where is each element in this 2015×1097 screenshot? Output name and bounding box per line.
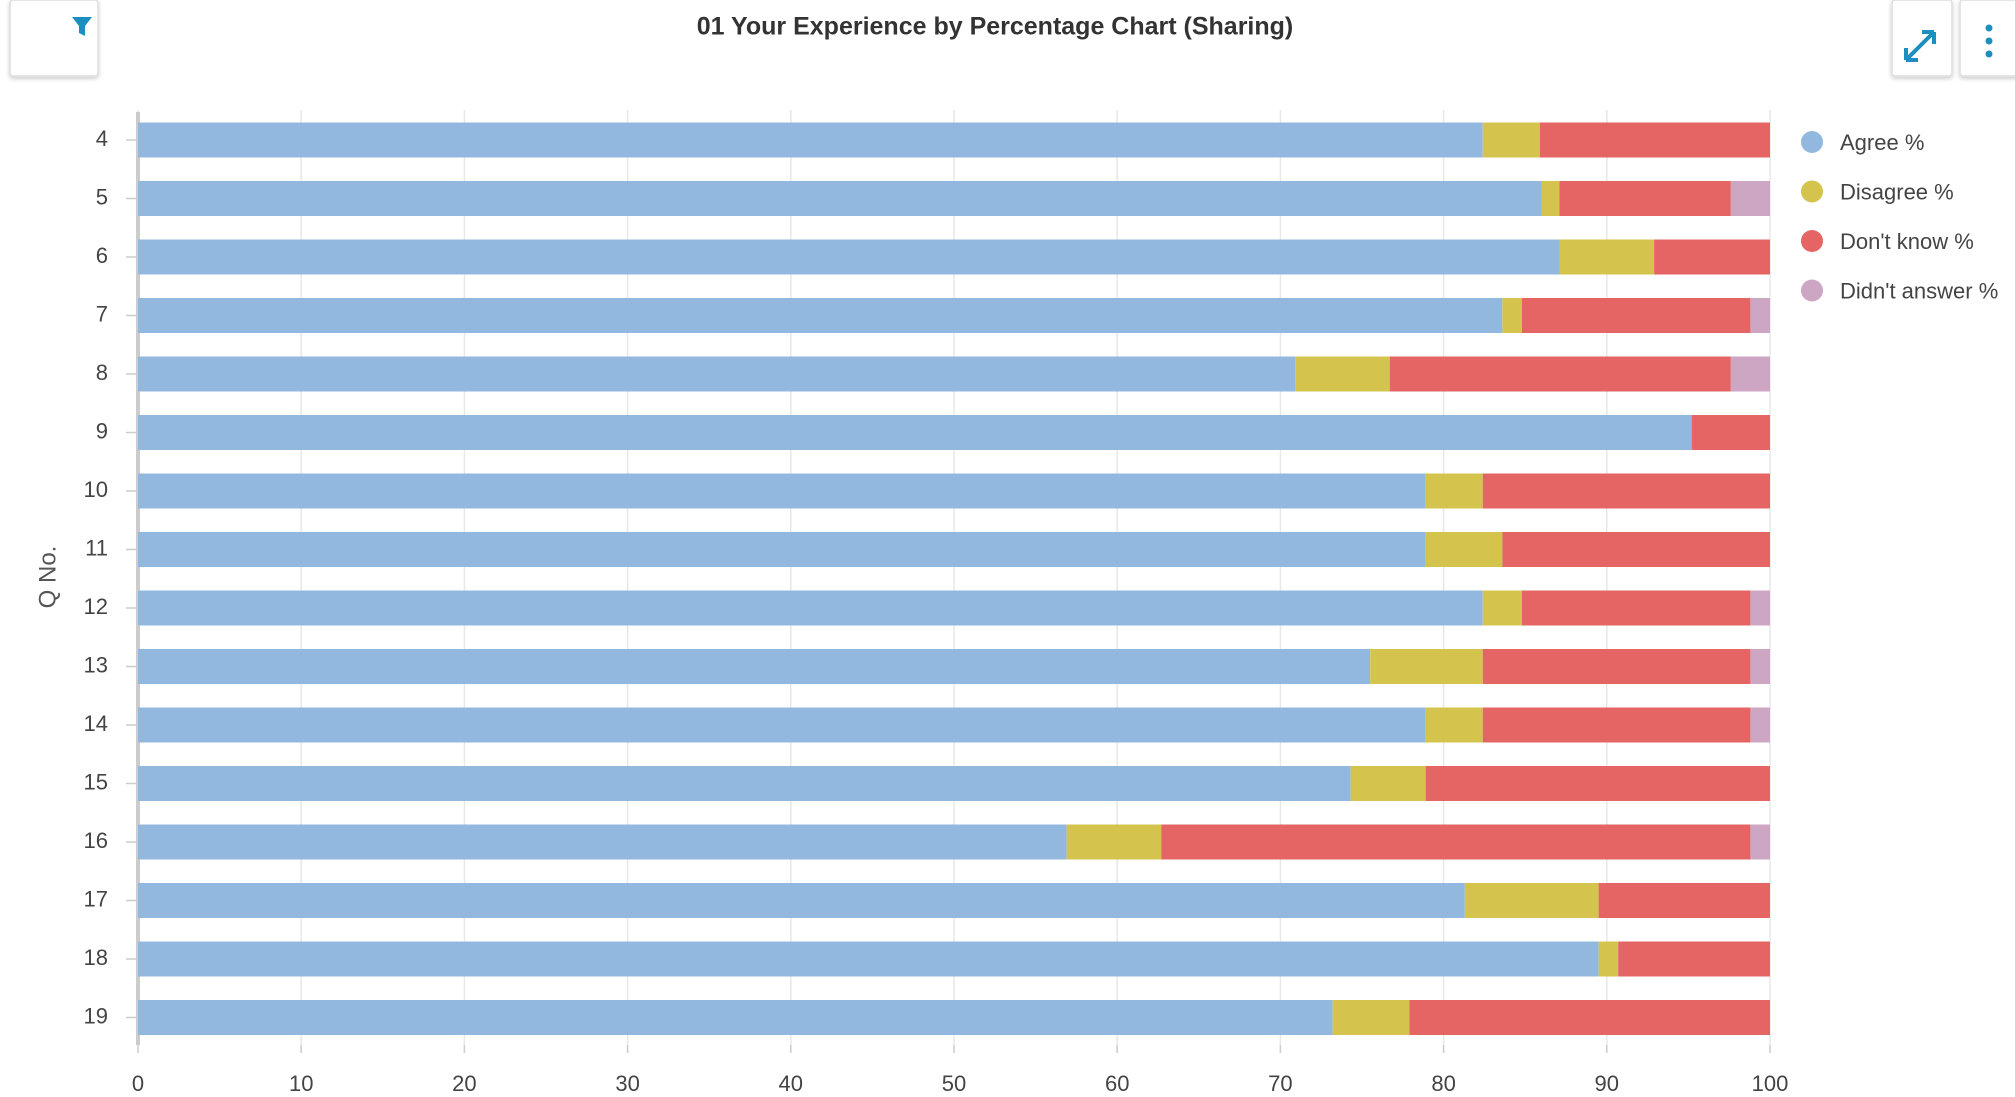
bar-segment (1464, 883, 1599, 918)
y-tick-label: 5 (96, 184, 108, 209)
x-tick-label: 20 (452, 1071, 476, 1096)
y-tick-label: 14 (84, 711, 108, 736)
x-tick-label: 80 (1431, 1071, 1455, 1096)
bar-segment (1654, 239, 1770, 275)
y-tick-label: 6 (96, 243, 108, 268)
x-tick-label: 100 (1752, 1071, 1789, 1096)
y-tick-label: 4 (96, 126, 108, 151)
bar-segment (138, 1000, 1333, 1035)
expand-button[interactable] (1891, 0, 1953, 77)
y-tick-label: 12 (84, 594, 108, 619)
bar-segment (138, 941, 1599, 977)
bar-segment (138, 766, 1351, 801)
bar-segment (138, 883, 1465, 918)
bar-segment (1482, 649, 1751, 684)
bar-segment (1295, 356, 1390, 392)
bar-segment (138, 356, 1296, 392)
x-tick-label: 40 (779, 1071, 803, 1096)
bar-segment (1482, 473, 1770, 509)
bar-segment (1559, 181, 1731, 216)
bar-segment (1730, 181, 1770, 216)
bar-segment (1502, 298, 1522, 333)
bar-segment (1389, 356, 1731, 392)
bar-segment (138, 298, 1503, 333)
bar-segment (1425, 473, 1483, 509)
x-tick-label: 70 (1268, 1071, 1292, 1096)
bar-segment (1482, 590, 1522, 626)
x-tick-label: 60 (1105, 1071, 1129, 1096)
bar-segment (1559, 239, 1655, 275)
bar-segment (1482, 707, 1751, 743)
y-tick-label: 17 (84, 886, 108, 911)
x-tick-label: 90 (1595, 1071, 1619, 1096)
bar-segment (1598, 883, 1770, 918)
chart-title: 01 Your Experience by Percentage Chart (… (697, 13, 1294, 41)
y-axis-label: Q No. (34, 546, 61, 609)
bar-segment (1541, 181, 1560, 216)
bar-segment (138, 532, 1426, 567)
bar-segment (1425, 532, 1503, 567)
x-tick-label: 50 (942, 1071, 966, 1096)
bar-segment (138, 473, 1426, 509)
bar-segment (1750, 707, 1770, 743)
bar-segment (1750, 824, 1770, 860)
legend-label: Agree % (1840, 130, 1924, 155)
bar-segment (1750, 590, 1770, 626)
bar-segment (138, 239, 1560, 275)
bar-segment (1539, 122, 1770, 158)
legend-marker (1801, 131, 1823, 153)
x-tick-label: 0 (132, 1071, 144, 1096)
y-tick-label: 10 (84, 477, 108, 502)
y-tick-label: 18 (84, 945, 108, 970)
bar-segment (1161, 824, 1751, 860)
legend-label: Didn't answer % (1840, 278, 1998, 303)
bar-segment (1425, 707, 1483, 743)
bar-segment (1066, 824, 1162, 860)
bar-segment (1332, 1000, 1410, 1035)
y-tick-label: 19 (84, 1003, 108, 1028)
bar-segment (138, 824, 1067, 860)
legend-label: Don't know % (1840, 229, 1974, 254)
bar-segment (138, 590, 1483, 626)
y-tick-label: 8 (96, 360, 108, 385)
y-tick-label: 13 (84, 652, 108, 677)
bar-segment (1370, 649, 1483, 684)
x-tick-label: 10 (289, 1071, 313, 1096)
bar-segment (1521, 590, 1751, 626)
bar-segment (1618, 941, 1770, 977)
bar-segment (1409, 1000, 1770, 1035)
filter-button[interactable] (9, 0, 99, 77)
x-tick-label: 30 (615, 1071, 639, 1096)
expand-icon (1904, 30, 1936, 62)
y-tick-label: 7 (96, 301, 108, 326)
legend-marker (1801, 180, 1823, 203)
legend-marker (1801, 279, 1823, 302)
bar-segment (138, 181, 1542, 216)
bar-segment (1482, 122, 1540, 158)
bar-segment (138, 415, 1692, 450)
y-tick-label: 9 (96, 418, 108, 443)
y-tick-label: 11 (85, 535, 108, 560)
filter-icon (72, 17, 92, 36)
bar-segment (1502, 532, 1770, 567)
y-tick-label: 15 (84, 769, 108, 794)
bar-segment (1750, 649, 1770, 684)
bar-segment (1598, 941, 1619, 977)
bar-segment (138, 122, 1483, 158)
bar-segment (1350, 766, 1426, 801)
bar-segment (138, 707, 1426, 743)
bar-segment (1750, 298, 1770, 333)
bar-segment (1521, 298, 1751, 333)
bar-segment (1691, 415, 1770, 450)
legend-marker (1801, 230, 1823, 252)
bar-segment (1425, 766, 1770, 801)
bar-segment (138, 649, 1371, 684)
menu-icon (1985, 24, 1993, 58)
y-tick-label: 16 (84, 828, 108, 853)
bar-segment (1730, 356, 1770, 392)
legend-label: Disagree % (1840, 179, 1954, 204)
